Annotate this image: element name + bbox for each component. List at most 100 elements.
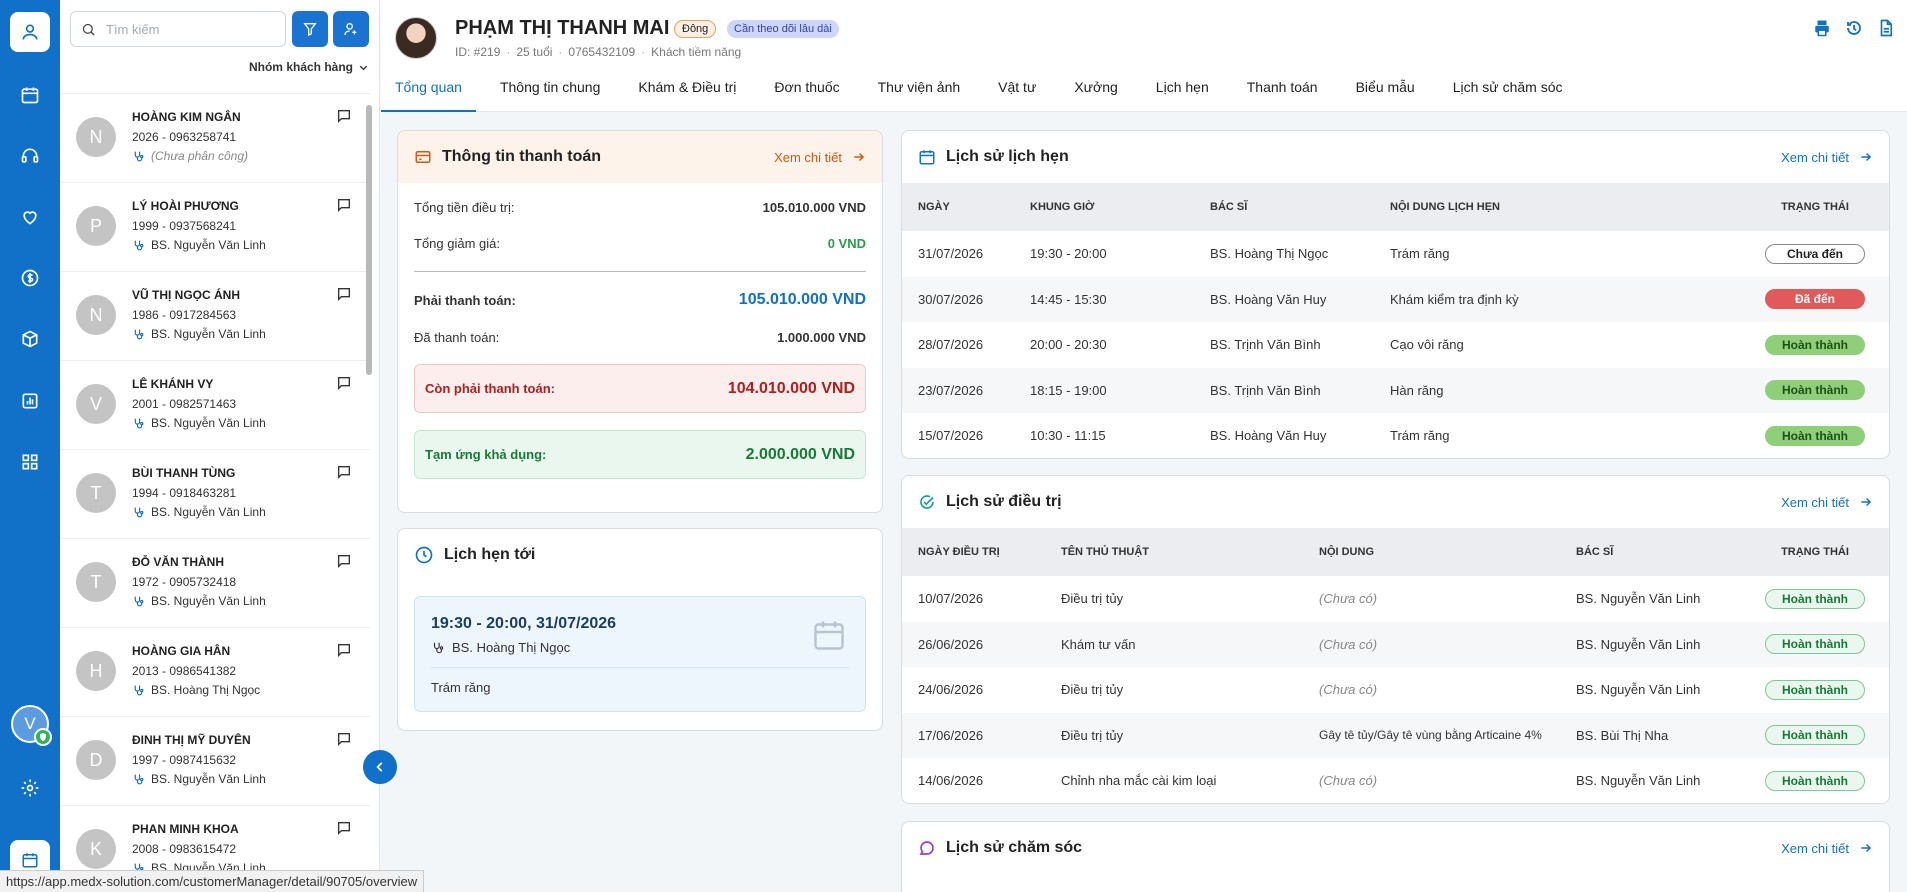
- settings-gear-icon[interactable]: [10, 768, 50, 808]
- add-customer-button[interactable]: [333, 11, 369, 47]
- status-badge: Đã đến: [1765, 289, 1865, 310]
- payment-detail-link[interactable]: Xem chi tiết: [774, 150, 866, 165]
- tab-8[interactable]: Thanh toán: [1246, 79, 1318, 95]
- cell-date: 31/07/2026: [918, 246, 984, 262]
- tab-5[interactable]: Vật tư: [998, 79, 1037, 95]
- cell-content: Trám răng: [1390, 246, 1450, 262]
- table-row[interactable]: 10/07/2026 Điều trị tủy (Chưa có) BS. Nguyễ…: [902, 576, 1889, 622]
- apps-nav-icon[interactable]: [10, 442, 50, 482]
- table-row[interactable]: 15/07/2026 10:30 - 11:15 BS. Hoàng Văn Huy…: [902, 413, 1889, 458]
- customer-list-item[interactable]: T BÙI THANH TÙNG 1994 - 0918463281 BS. Nguy…: [60, 450, 370, 539]
- print-icon[interactable]: [1813, 19, 1831, 37]
- list-scrollbar[interactable]: [366, 105, 372, 375]
- message-icon[interactable]: [336, 108, 352, 127]
- message-icon[interactable]: [336, 642, 352, 661]
- user-avatar[interactable]: V: [11, 705, 52, 746]
- chat-bubble-icon: [919, 841, 934, 855]
- search-input[interactable]: [106, 21, 266, 37]
- discount-label: Tổng giảm giá:: [414, 236, 500, 251]
- stethoscope-icon: [134, 596, 144, 606]
- message-icon[interactable]: [336, 197, 352, 216]
- cell-date: 15/07/2026: [918, 428, 984, 444]
- customer-nav-icon[interactable]: [10, 12, 50, 52]
- cell-time: 14:45 - 15:30: [1030, 291, 1107, 307]
- customer-list-item[interactable]: N HOÀNG KIM NGÂN 2026 - 0963258741 (Chưa ph…: [60, 94, 370, 183]
- care-detail-link[interactable]: Xem chi tiết: [1781, 841, 1873, 856]
- cell-doctor: BS. Nguyễn Văn Linh: [1576, 591, 1701, 607]
- customer-avatar: T: [76, 562, 116, 602]
- customer-doctor: BS. Hoàng Thị Ngọc: [132, 683, 260, 697]
- tab-0[interactable]: Tổng quan: [381, 76, 476, 112]
- table-row[interactable]: 14/06/2026 Chỉnh nha mắc cài kim loại (Chư…: [902, 758, 1889, 803]
- customer-list-item[interactable]: H HOÀNG GIA HÂN 2013 - 0986541382 BS. Hoàng…: [60, 628, 370, 717]
- table-row[interactable]: 26/06/2026 Khám tư vấn (Chưa có) BS. Nguyễn…: [902, 621, 1889, 667]
- cell-doctor: BS. Hoàng Văn Huy: [1210, 291, 1327, 307]
- search-icon: [82, 23, 95, 36]
- tab-7[interactable]: Lịch hẹn: [1155, 79, 1209, 95]
- dollar-nav-icon[interactable]: [10, 258, 50, 298]
- history-icon[interactable]: [1845, 19, 1863, 37]
- calendar-nav-icon[interactable]: [10, 75, 50, 115]
- tab-2[interactable]: Khám & Điều trị: [638, 79, 737, 95]
- message-icon[interactable]: [336, 553, 352, 572]
- cell-status: Hoàn thành: [1741, 725, 1889, 746]
- customer-list-item[interactable]: P LÝ HOÀI PHƯƠNG 1999 - 0937568241 BS. Nguy…: [60, 183, 370, 272]
- customer-name: PHAN MINH KHOA: [132, 822, 239, 836]
- table-row[interactable]: 30/07/2026 14:45 - 15:30 BS. Hoàng Văn Huy…: [902, 276, 1889, 322]
- status-bar-url: https://app.medx-solution.com/customerMa…: [0, 870, 425, 892]
- customer-list-item[interactable]: D ĐINH THỊ MỸ DUYÊN 1997 - 0987415632 BS. N…: [60, 717, 370, 806]
- status-badge: Chưa đến: [1765, 243, 1865, 264]
- search-box: [70, 11, 286, 47]
- table-row[interactable]: 24/06/2026 Điều trị tủy (Chưa có) BS. Nguyễ…: [902, 667, 1889, 713]
- table-row[interactable]: 23/07/2026 18:15 - 19:00 BS. Trịnh Văn Bìn…: [902, 367, 1889, 413]
- stethoscope-icon: [134, 329, 144, 339]
- message-icon[interactable]: [336, 731, 352, 750]
- paid-row: Đã thanh toán: 1.000.000 VND: [414, 330, 866, 345]
- message-icon[interactable]: [336, 375, 352, 394]
- collapse-panel-button[interactable]: [363, 750, 397, 784]
- table-body: 10/07/2026 Điều trị tủy (Chưa có) BS. Nguyễ…: [902, 576, 1889, 803]
- tab-6[interactable]: Xưởng: [1074, 79, 1118, 95]
- filter-button[interactable]: [292, 11, 328, 47]
- customer-group-select[interactable]: Nhóm khách hàng: [249, 60, 369, 74]
- table-row[interactable]: 17/06/2026 Điều trị tủy Gây tê tủy/Gây tê …: [902, 712, 1889, 758]
- tab-1[interactable]: Thông tin chung: [499, 79, 601, 95]
- treatment-detail-label: Xem chi tiết: [1781, 494, 1849, 510]
- document-icon[interactable]: [1877, 19, 1895, 37]
- paid-label: Đã thanh toán:: [414, 330, 500, 345]
- customer-list-item[interactable]: N VŨ THỊ NGỌC ÁNH 1986 - 0917284563 BS. Ngu…: [60, 272, 370, 361]
- upcoming-appointment-item[interactable]: 19:30 - 20:00, 31/07/2026 BS. Hoàng Thị …: [414, 596, 866, 712]
- message-icon[interactable]: [336, 464, 352, 483]
- message-icon[interactable]: [336, 286, 352, 305]
- customer-name: LÊ KHÁNH VY: [132, 377, 214, 391]
- customer-avatar: K: [76, 829, 116, 869]
- box-nav-icon[interactable]: [10, 319, 50, 359]
- cell-content: Gây tê tủy/Gây tê vùng bằng Articaine 4%: [1319, 728, 1542, 743]
- heart-nav-icon[interactable]: [10, 197, 50, 237]
- headset-nav-icon[interactable]: [10, 136, 50, 176]
- customer-name: HOÀNG KIM NGÂN: [132, 110, 241, 124]
- treatment-detail-link[interactable]: Xem chi tiết: [1781, 495, 1873, 510]
- customer-name: VŨ THỊ NGỌC ÁNH: [132, 288, 240, 302]
- customer-list-item[interactable]: T ĐỖ VĂN THÀNH 1972 - 0905732418 BS. Nguyễn…: [60, 539, 370, 628]
- table-row[interactable]: 28/07/2026 20:00 - 20:30 BS. Trịnh Văn Bìn…: [902, 322, 1889, 368]
- tab-4[interactable]: Thư viện ảnh: [877, 79, 961, 95]
- cell-status: Hoàn thành: [1741, 380, 1889, 401]
- customer-doctor: BS. Nguyễn Văn Linh: [132, 594, 266, 608]
- appointment-detail-link[interactable]: Xem chi tiết: [1781, 150, 1873, 165]
- tab-3[interactable]: Đơn thuốc: [774, 79, 840, 95]
- filter-icon: [303, 23, 317, 37]
- table-header: NGÀY KHUNG GIỜ BÁC SĨ NỘI DUNG LỊCH HẸN TRẠN…: [902, 183, 1889, 231]
- customer-name: ĐINH THỊ MỸ DUYÊN: [132, 733, 251, 747]
- customer-doctor: BS. Nguyễn Văn Linh: [132, 772, 266, 786]
- tab-10[interactable]: Lịch sử chăm sóc: [1452, 79, 1563, 95]
- table-row[interactable]: 31/07/2026 19:30 - 20:00 BS. Hoàng Thị Ngọ…: [902, 231, 1889, 277]
- customer-doctor-name: BS. Nguyễn Văn Linh: [151, 238, 266, 252]
- message-icon[interactable]: [336, 820, 352, 839]
- customer-list-item[interactable]: V LÊ KHÁNH VY 2001 - 0982571463 BS. Nguyễn …: [60, 361, 370, 450]
- appointment-history-card: Lịch sử lịch hẹn Xem chi tiết NGÀY KHUNG …: [901, 130, 1890, 459]
- tab-9[interactable]: Biểu mẫu: [1355, 79, 1415, 95]
- care-detail-label: Xem chi tiết: [1781, 840, 1849, 856]
- report-nav-icon[interactable]: [10, 381, 50, 421]
